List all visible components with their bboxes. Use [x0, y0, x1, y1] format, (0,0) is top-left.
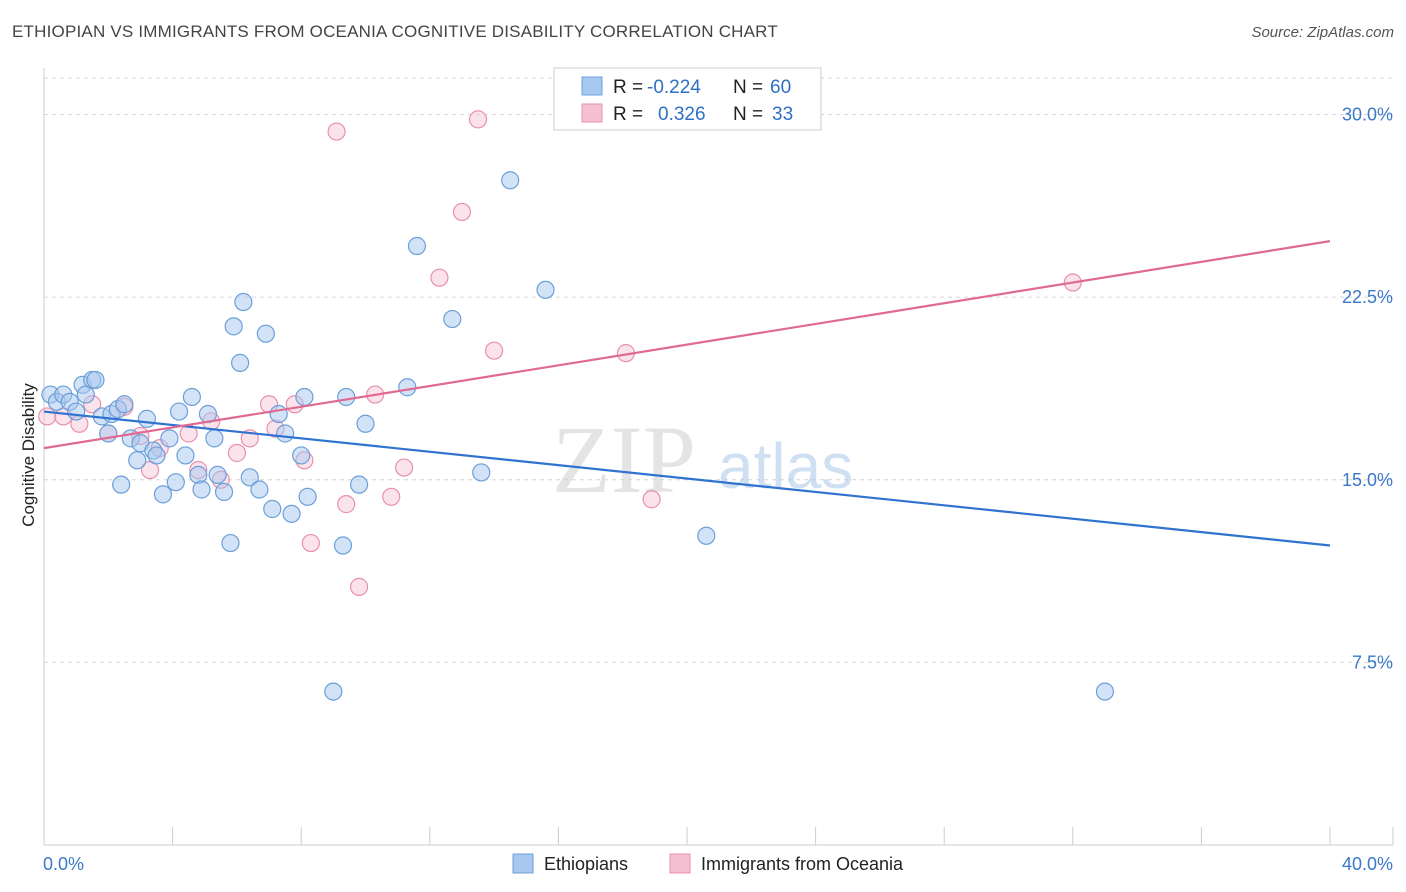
- data-point-oceania: [349, 577, 369, 596]
- data-point-oceania: [301, 533, 320, 553]
- data-point-ethiopians: [137, 409, 156, 428]
- data-point-ethiopians: [292, 446, 311, 465]
- data-point-oceania: [38, 407, 57, 426]
- x-tick-label-min: 0.0%: [43, 854, 84, 874]
- data-point-ethiopians: [67, 402, 86, 421]
- trend-lines: [43, 240, 1331, 547]
- data-point-oceania: [227, 443, 246, 463]
- data-point-ethiopians: [501, 171, 520, 190]
- bottom-legend-oceania: Immigrants from Oceania: [701, 854, 904, 874]
- watermark-atlas: atlas: [718, 430, 853, 502]
- data-point-ethiopians: [214, 482, 234, 502]
- data-point-ethiopians: [333, 536, 353, 555]
- bottom-legend-swatch-oceania: [669, 853, 691, 874]
- data-point-ethiopians: [153, 485, 173, 504]
- watermark: ZIP atlas: [552, 406, 853, 513]
- data-point-ethiopians: [176, 446, 195, 465]
- data-point-ethiopians: [398, 378, 417, 397]
- data-point-oceania: [468, 110, 488, 129]
- trend-line-ethiopians: [43, 410, 1331, 547]
- data-point-ethiopians: [166, 473, 185, 492]
- data-point-oceania: [485, 341, 504, 360]
- legend-swatch-ethiopians: [581, 76, 603, 96]
- y-axis-title: Cognitive Disability: [19, 383, 38, 527]
- data-point-oceania: [452, 202, 472, 222]
- legend-r-label-2: R =: [613, 104, 643, 125]
- data-point-ethiopians: [205, 429, 224, 448]
- data-point-ethiopians: [295, 387, 314, 407]
- data-point-ethiopians: [160, 429, 179, 448]
- data-point-ethiopians: [250, 480, 269, 499]
- data-point-ethiopians: [86, 370, 105, 390]
- data-point-ethiopians: [282, 504, 301, 523]
- data-point-ethiopians: [263, 499, 282, 519]
- y-tick-label: 7.5%: [1352, 652, 1393, 672]
- data-point-ethiopians: [349, 475, 369, 494]
- data-point-ethiopians: [472, 463, 491, 482]
- data-point-ethiopians: [128, 451, 147, 470]
- series-oceania-points: [38, 110, 1082, 596]
- bottom-legend: Ethiopians Immigrants from Oceania: [512, 853, 904, 874]
- gridlines: [44, 77, 1393, 663]
- data-point-ethiopians: [208, 465, 227, 484]
- source-label: Source: ZipAtlas.com: [1251, 24, 1394, 41]
- data-point-ethiopians: [443, 309, 462, 329]
- data-point-ethiopians: [169, 402, 189, 421]
- legend-r-value-1: -0.224: [647, 77, 701, 98]
- y-tick-label: 15.0%: [1342, 470, 1393, 490]
- data-point-ethiopians: [192, 480, 211, 499]
- y-tick-labels: 7.5% 15.0% 22.5% 30.0%: [1342, 105, 1393, 673]
- data-point-ethiopians: [234, 292, 253, 312]
- data-point-ethiopians: [147, 446, 166, 465]
- data-point-ethiopians: [407, 236, 427, 256]
- data-point-ethiopians: [112, 475, 131, 494]
- data-point-oceania: [430, 268, 449, 287]
- chart-title: ETHIOPIAN VS IMMIGRANTS FROM OCEANIA COG…: [12, 22, 778, 41]
- data-point-ethiopians: [231, 353, 250, 372]
- axes: [43, 68, 1394, 846]
- bottom-legend-swatch-ethiopians: [512, 853, 534, 874]
- y-tick-label: 22.5%: [1342, 287, 1393, 307]
- data-point-ethiopians: [182, 387, 201, 407]
- stats-legend: R = -0.224 N = 60 R = 0.326 N = 33: [553, 67, 822, 131]
- legend-n-value-2: 33: [772, 104, 793, 125]
- data-point-ethiopians: [269, 404, 288, 424]
- watermark-zip: ZIP: [552, 406, 696, 513]
- data-point-ethiopians: [697, 526, 716, 545]
- legend-r-value-2: 0.326: [658, 104, 706, 125]
- data-point-ethiopians: [221, 533, 240, 553]
- data-point-ethiopians: [115, 395, 134, 414]
- data-point-oceania: [642, 490, 661, 509]
- data-point-ethiopians: [240, 468, 259, 487]
- bottom-legend-ethiopians: Ethiopians: [544, 854, 628, 874]
- data-point-ethiopians: [536, 280, 555, 299]
- data-point-oceania: [337, 495, 356, 514]
- data-point-ethiopians: [256, 324, 275, 343]
- x-tick-label-max: 40.0%: [1342, 854, 1393, 874]
- trend-line-oceania: [43, 240, 1331, 450]
- legend-swatch-oceania: [581, 103, 603, 123]
- legend-n-label-1: N =: [733, 77, 763, 98]
- data-point-oceania: [327, 122, 346, 141]
- data-point-oceania: [394, 458, 414, 477]
- data-point-ethiopians: [224, 317, 243, 336]
- legend-n-value-1: 60: [770, 77, 791, 98]
- data-point-oceania: [382, 487, 401, 506]
- data-point-ethiopians: [276, 424, 295, 443]
- data-point-ethiopians: [298, 487, 317, 506]
- data-point-ethiopians: [356, 414, 375, 433]
- data-point-ethiopians: [324, 682, 343, 701]
- data-point-ethiopians: [337, 387, 356, 407]
- y-tick-label: 30.0%: [1342, 105, 1393, 125]
- legend-r-label-1: R =: [613, 77, 643, 98]
- legend-n-label-2: N =: [733, 104, 763, 125]
- data-point-ethiopians: [1095, 682, 1115, 701]
